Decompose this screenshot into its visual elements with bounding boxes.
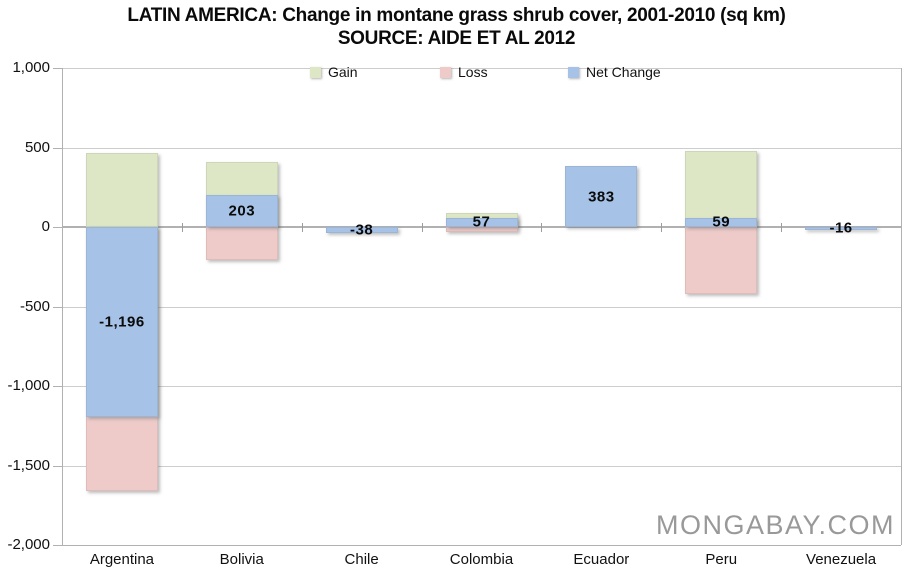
y-axis-label: 500 — [24, 138, 50, 156]
y-axis-tick--1500 — [53, 465, 62, 467]
x-axis-tick — [781, 223, 783, 232]
y-axis-tick-0 — [53, 227, 62, 228]
mongabay-watermark: MONGABAY.COM — [655, 510, 895, 540]
chart-subtitle: SOURCE: AIDE ET AL 2012 — [337, 28, 576, 49]
net-change-bar-argentina — [85, 227, 158, 418]
y-axis-tick--500 — [53, 306, 62, 308]
chart-title: LATIN AMERICA: Change in montane grass s… — [127, 5, 786, 26]
gridline-1000 — [62, 68, 901, 69]
x-axis-label-peru: Peru — [705, 551, 738, 568]
loss-bar-colombia — [445, 227, 518, 233]
legend: Gain Loss Net Change — [0, 64, 913, 84]
x-axis-tick — [421, 223, 423, 232]
x-axis-tick — [661, 223, 663, 232]
plot-bottom-border — [62, 545, 901, 546]
gain-bar-argentina — [85, 153, 158, 227]
gridline--500 — [62, 306, 901, 308]
x-axis-label-chile: Chile — [344, 551, 379, 568]
x-axis-label-bolivia: Bolivia — [219, 551, 264, 568]
net-change-bar-ecuador — [565, 166, 638, 227]
y-axis-tick-1000 — [53, 68, 62, 69]
loss-bar-bolivia — [205, 227, 278, 260]
x-axis-tick — [541, 223, 543, 232]
y-axis-label: -1,000 — [7, 377, 50, 394]
net-change-value-label-venezuela: -16 — [829, 219, 853, 237]
plot-right-border — [901, 68, 902, 545]
x-axis-tick — [181, 223, 183, 232]
loss-swatch-icon — [440, 66, 451, 78]
legend-label-gain: Gain — [328, 64, 358, 80]
net-change-value-label-chile: -38 — [350, 221, 374, 239]
gridline--1500 — [62, 465, 901, 467]
y-axis-line — [62, 68, 63, 545]
gridline-500 — [62, 147, 901, 149]
gain-swatch-icon — [310, 66, 321, 78]
x-axis-label-argentina: Argentina — [89, 551, 155, 568]
y-axis-label: -1,500 — [7, 456, 50, 474]
x-axis-tick — [301, 223, 303, 232]
y-axis-tick--1000 — [53, 386, 62, 387]
y-axis-tick-500 — [53, 147, 62, 149]
net-change-value-label-ecuador: 383 — [588, 188, 615, 206]
chart-title-block: LATIN AMERICA: Change in montane grass s… — [0, 4, 913, 50]
net-change-value-label-argentina: -1,196 — [99, 313, 145, 331]
legend-item-gain: Gain — [310, 64, 358, 80]
y-axis-label: 1,000 — [12, 59, 50, 76]
y-axis-tick--2000 — [53, 545, 62, 546]
legend-item-net-change: Net Change — [568, 64, 661, 80]
gridline--1000 — [62, 386, 901, 387]
net-change-bar-venezuela — [805, 227, 878, 230]
x-axis-label-colombia: Colombia — [449, 551, 514, 568]
net-change-bar-chile — [325, 227, 398, 234]
y-axis-label: -500 — [19, 297, 50, 315]
legend-item-loss: Loss — [440, 64, 488, 80]
net-change-bar-peru — [685, 217, 758, 227]
y-axis-label: 0 — [41, 218, 50, 235]
y-axis-label: -2,000 — [7, 536, 50, 553]
legend-label-loss: Loss — [458, 64, 488, 80]
net-change-value-label-peru: 59 — [712, 213, 731, 231]
net-change-swatch-icon — [568, 66, 579, 78]
net-change-value-label-colombia: 57 — [472, 213, 491, 231]
net-change-value-label-bolivia: 203 — [228, 202, 256, 220]
net-change-bar-colombia — [445, 217, 518, 227]
x-axis-label-ecuador: Ecuador — [573, 551, 630, 568]
net-change-bar-bolivia — [205, 194, 278, 227]
loss-bar-peru — [685, 227, 758, 294]
x-axis-label-venezuela: Venezuela — [806, 551, 877, 568]
legend-label-net-change: Net Change — [586, 64, 661, 80]
